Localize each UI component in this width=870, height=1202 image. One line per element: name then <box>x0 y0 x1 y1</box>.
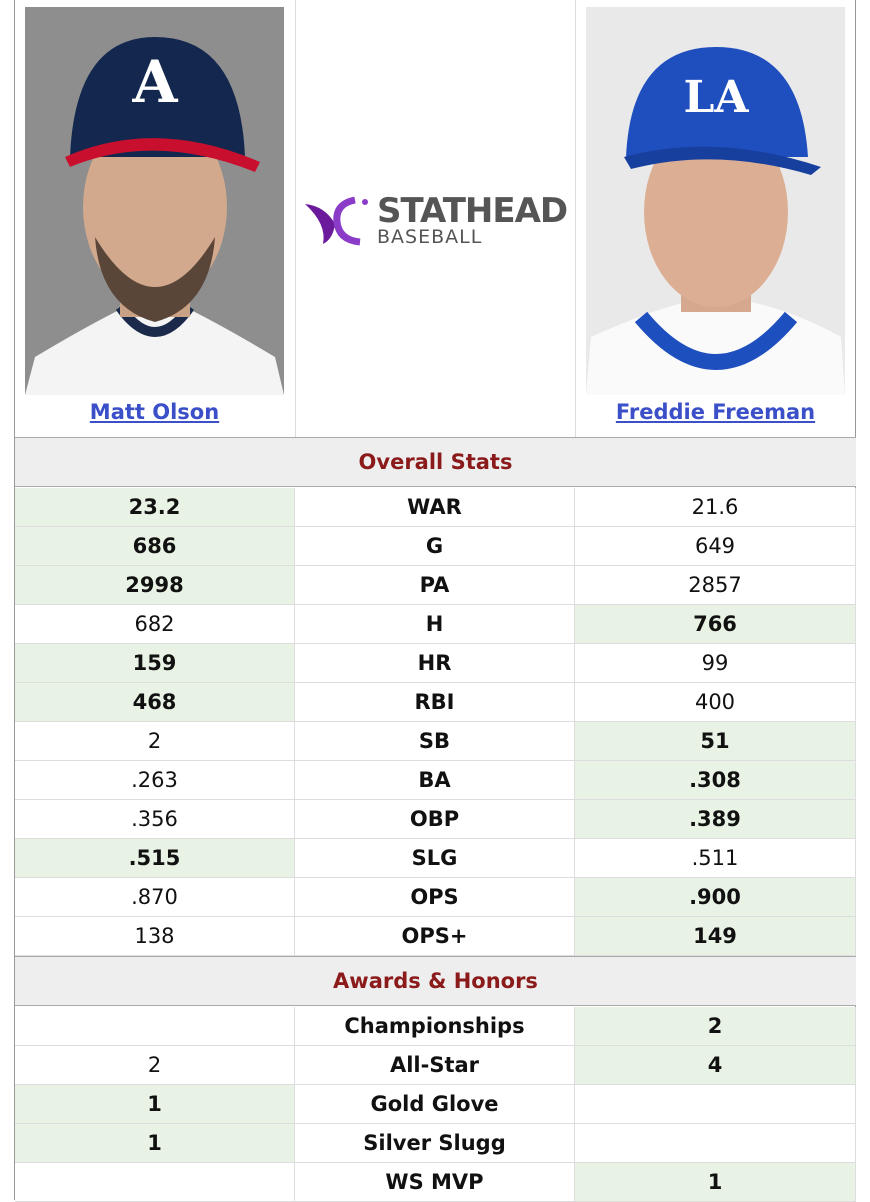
stat-name: OPS+ <box>295 917 575 956</box>
stat-value: 468 <box>15 683 295 722</box>
stat-value <box>15 1007 295 1046</box>
stat-value: 1 <box>575 1163 856 1202</box>
stat-value <box>15 1163 295 1202</box>
divider <box>575 0 576 437</box>
stat-name: WAR <box>295 488 575 527</box>
stat-value: 2 <box>15 1046 295 1085</box>
stat-name: BA <box>295 761 575 800</box>
stat-name: Silver Slugg <box>295 1124 575 1163</box>
stat-name: WS MVP <box>295 1163 575 1202</box>
stat-value: 23.2 <box>15 488 295 527</box>
stat-value: 682 <box>15 605 295 644</box>
logo: STATHEAD BASEBALL <box>305 190 570 250</box>
stat-name: All-Star <box>295 1046 575 1085</box>
stat-value: .515 <box>15 839 295 878</box>
stat-value: .389 <box>575 800 856 839</box>
stat-value: .263 <box>15 761 295 800</box>
stat-value: .511 <box>575 839 856 878</box>
logo-brand: STATHEAD <box>377 190 568 231</box>
stat-name: OBP <box>295 800 575 839</box>
svg-text:A: A <box>131 48 178 116</box>
stat-value: 2 <box>15 722 295 761</box>
stat-name: G <box>295 527 575 566</box>
stat-value <box>575 1124 856 1163</box>
stat-value: 21.6 <box>575 488 856 527</box>
player-link[interactable]: Freddie Freeman <box>615 400 816 424</box>
stat-value: 766 <box>575 605 856 644</box>
stat-value: 2 <box>575 1007 856 1046</box>
player-link[interactable]: Matt Olson <box>89 400 220 424</box>
stat-value: .900 <box>575 878 856 917</box>
section-header: Awards & Honors <box>15 956 856 1006</box>
section-header: Overall Stats <box>15 437 856 487</box>
player-photo: A <box>25 7 284 395</box>
stat-name: SLG <box>295 839 575 878</box>
stat-value: 149 <box>575 917 856 956</box>
logo-product: BASEBALL <box>377 225 483 248</box>
stat-value: 138 <box>15 917 295 956</box>
stat-name: RBI <box>295 683 575 722</box>
stat-name: OPS <box>295 878 575 917</box>
stat-value: .356 <box>15 800 295 839</box>
stat-name: Championships <box>295 1007 575 1046</box>
stat-value: 1 <box>15 1124 295 1163</box>
stat-value: .870 <box>15 878 295 917</box>
stat-name: HR <box>295 644 575 683</box>
stat-name: SB <box>295 722 575 761</box>
divider <box>295 0 296 437</box>
stat-value: 99 <box>575 644 856 683</box>
stat-value <box>575 1085 856 1124</box>
player-photo: LA <box>586 7 845 395</box>
stat-value: 2998 <box>15 566 295 605</box>
stat-name: Gold Glove <box>295 1085 575 1124</box>
stat-value: 400 <box>575 683 856 722</box>
stat-value: 686 <box>15 527 295 566</box>
stat-value: 159 <box>15 644 295 683</box>
stat-value: 51 <box>575 722 856 761</box>
stat-value: 1 <box>15 1085 295 1124</box>
stat-value: 649 <box>575 527 856 566</box>
stat-value: 2857 <box>575 566 856 605</box>
stat-name: PA <box>295 566 575 605</box>
logo-icon <box>305 196 368 246</box>
stat-value: .308 <box>575 761 856 800</box>
stat-value: 4 <box>575 1046 856 1085</box>
svg-text:LA: LA <box>683 72 749 123</box>
stat-name: H <box>295 605 575 644</box>
